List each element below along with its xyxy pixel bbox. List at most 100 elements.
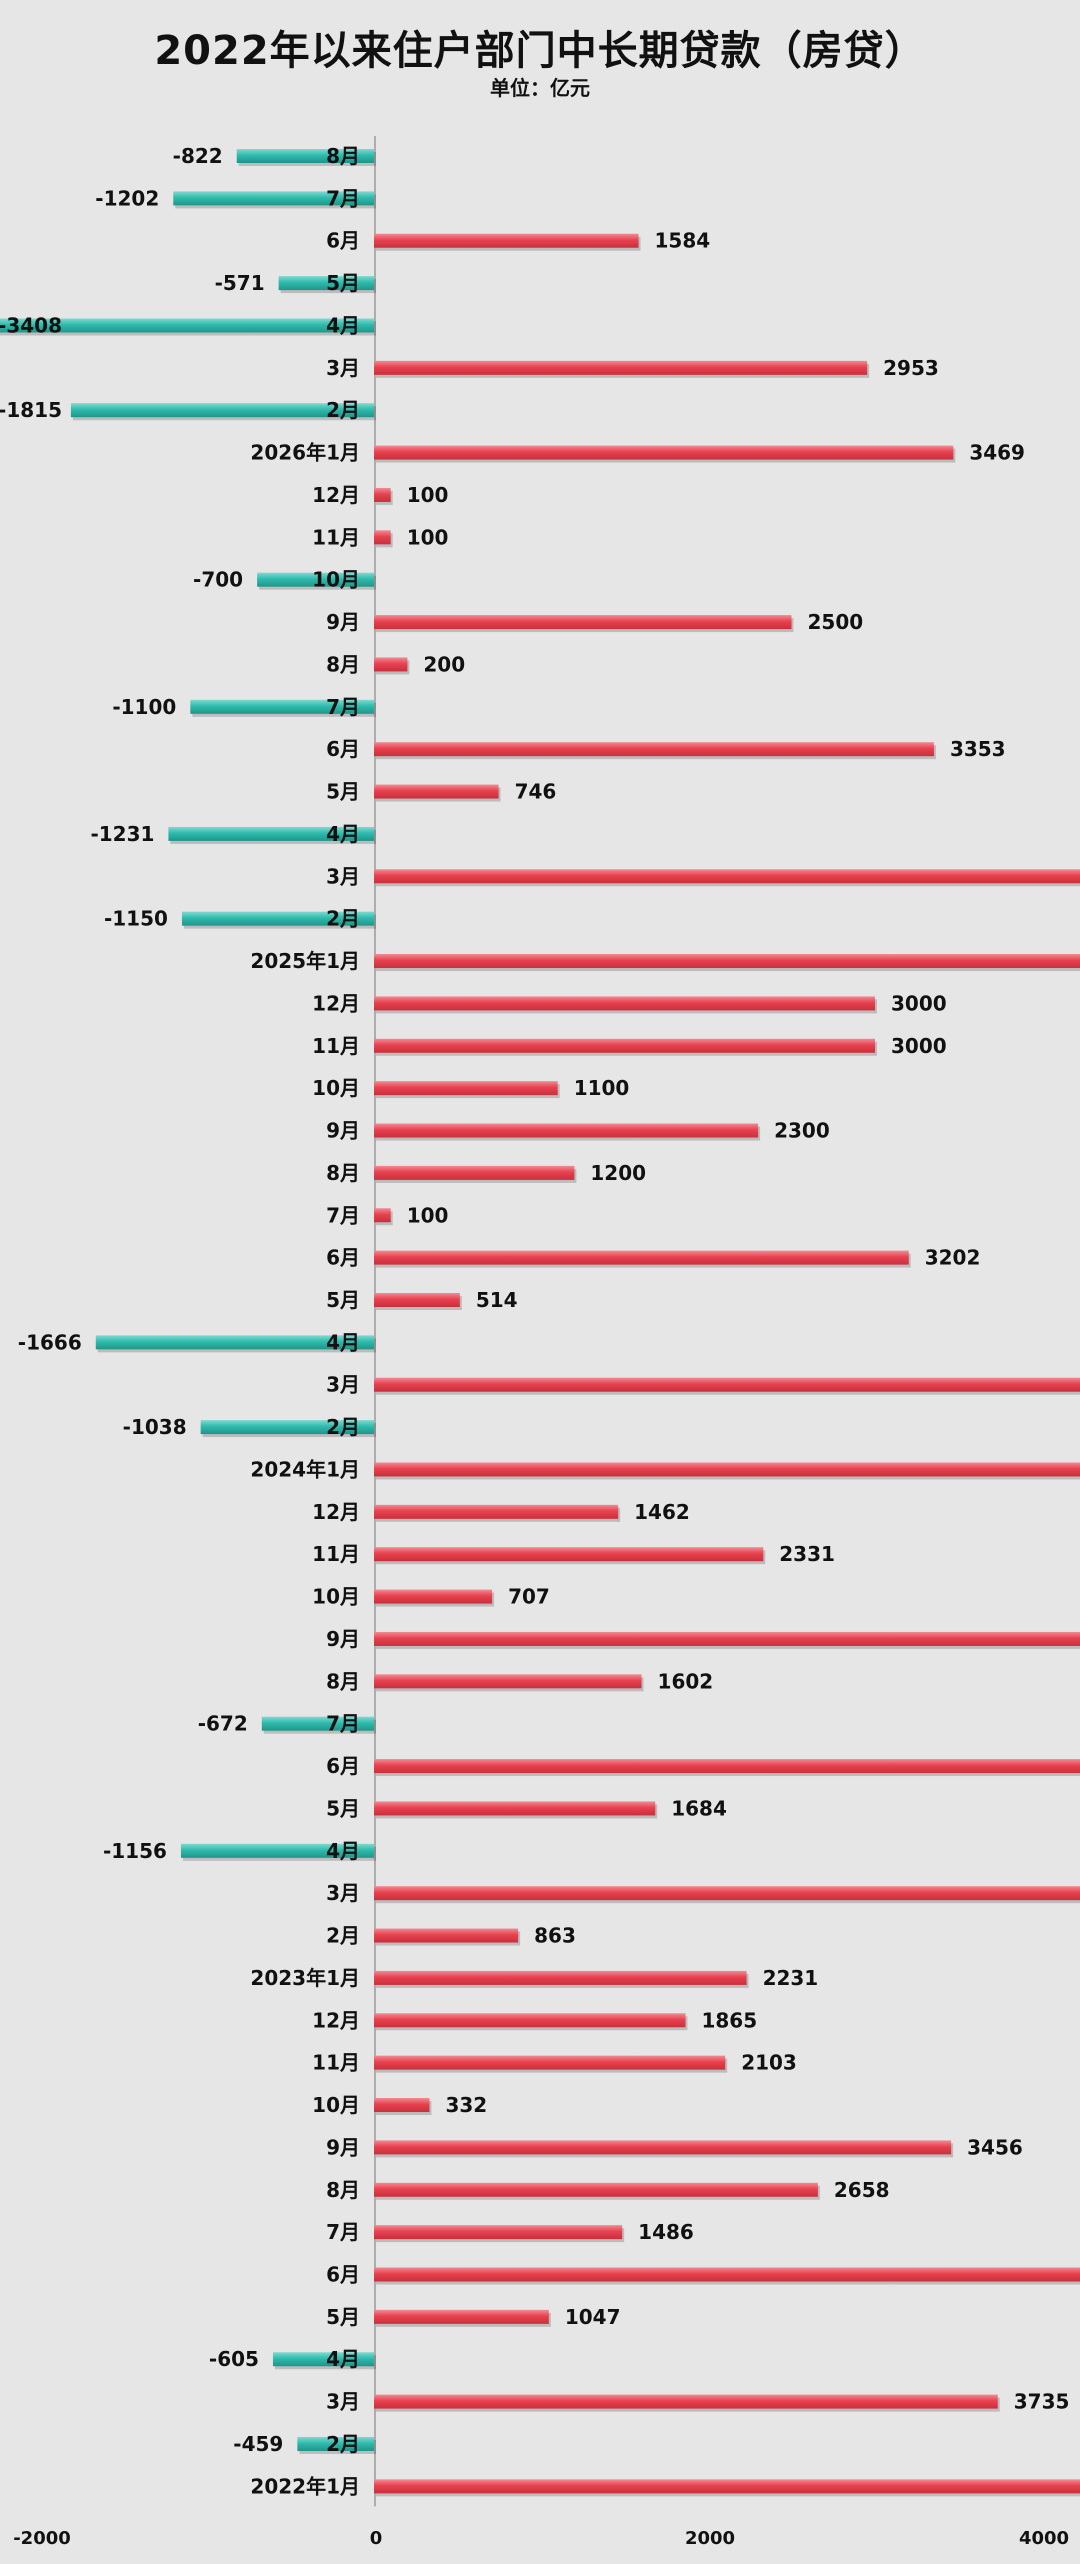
category-label: 10月 [312,1076,360,1100]
bar [374,742,934,757]
category-label: 9月 [326,610,360,634]
bar [374,1081,558,1096]
bar [374,2140,952,2155]
category-label: 5月 [326,271,360,295]
category-label: 5月 [326,2305,360,2329]
value-label: 1865 [701,2008,757,2032]
bar [374,530,391,545]
category-label: 7月 [326,2220,360,2244]
value-label: 2331 [779,1542,835,1566]
bar [374,2394,998,2409]
x-tick-label: -2000 [13,2528,71,2549]
value-label: -1150 [104,907,168,931]
bar [374,954,1080,969]
value-label: 707 [508,1585,550,1609]
category-label: 2024年1月 [250,1457,360,1481]
bar [374,996,875,1011]
value-label: -605 [209,2347,259,2371]
category-label: 7月 [326,186,360,210]
category-label: 3月 [326,864,360,888]
value-label: -571 [215,271,265,295]
value-label: 1100 [574,1076,630,1100]
bar [257,572,374,587]
category-label: 11月 [312,2051,360,2075]
category-label: 6月 [326,229,360,253]
category-label: 8月 [326,652,360,676]
bar [236,149,374,163]
bar [374,2098,430,2113]
bar [261,1716,374,1731]
bar [374,784,499,799]
category-label: 10月 [312,2093,360,2117]
bar [168,826,374,841]
value-label: 1462 [634,1500,690,1524]
value-label: 332 [445,2093,487,2117]
bar [374,1462,1080,1477]
category-label: 7月 [326,1203,360,1227]
bar [180,1843,374,1858]
category-label: 9月 [326,1119,360,1143]
category-label: 11月 [312,1034,360,1058]
category-label: 6月 [326,1754,360,1778]
value-label: -822 [173,144,223,168]
value-label: -1156 [103,1839,167,1863]
bar [374,1886,1080,1901]
category-label: 12月 [312,991,360,1015]
value-label: 746 [515,780,557,804]
bar [374,1674,642,1689]
category-label: 2026年1月 [250,441,360,465]
bar [374,1970,747,1985]
value-label: 1584 [655,229,711,253]
value-label: -672 [198,1712,248,1736]
category-label: 10月 [312,568,360,592]
bar [374,1801,656,1816]
value-label: 2500 [808,610,864,634]
bar [374,615,792,630]
bar [200,1420,374,1435]
bar [374,1759,1080,1774]
value-label: 2231 [763,1966,819,1990]
value-label: 1486 [638,2220,694,2244]
bar [374,1038,875,1053]
value-label: 3000 [891,1034,947,1058]
value-label: -1038 [123,1415,187,1439]
category-label: 11月 [312,1542,360,1566]
category-label: 6月 [326,737,360,761]
x-tick-label: 0 [370,2528,383,2549]
value-label: -1202 [95,186,159,210]
value-label: 514 [476,1288,518,1312]
category-label: 6月 [326,2263,360,2287]
bar [374,657,408,672]
category-label: 3月 [326,356,360,380]
bar [0,318,374,333]
value-label: 1047 [565,2305,621,2329]
category-label: 3月 [326,1881,360,1905]
category-label: 2月 [326,1415,360,1439]
value-label: -3408 [0,313,62,337]
value-label: 200 [423,652,465,676]
value-label: 1200 [590,1161,646,1185]
value-label: -1666 [18,1330,82,1354]
value-label: 3202 [925,1246,981,1270]
category-label: 12月 [312,1500,360,1524]
bar [190,699,374,714]
bar [278,276,374,291]
bar [374,1292,460,1307]
value-label: 2953 [883,356,939,380]
category-label: 8月 [326,1669,360,1693]
bar [374,487,391,502]
category-label: 7月 [326,1712,360,1736]
value-label: 3469 [969,441,1025,465]
value-label: 3735 [1014,2390,1070,2414]
category-label: 5月 [326,780,360,804]
category-label: 10月 [312,1585,360,1609]
x-tick-label: 4000 [1019,2528,1069,2549]
bar [95,1335,374,1350]
category-label: 3月 [326,1373,360,1397]
bar [374,1547,764,1562]
category-label: 5月 [326,1288,360,1312]
category-label: 11月 [312,525,360,549]
bar [374,869,1080,884]
